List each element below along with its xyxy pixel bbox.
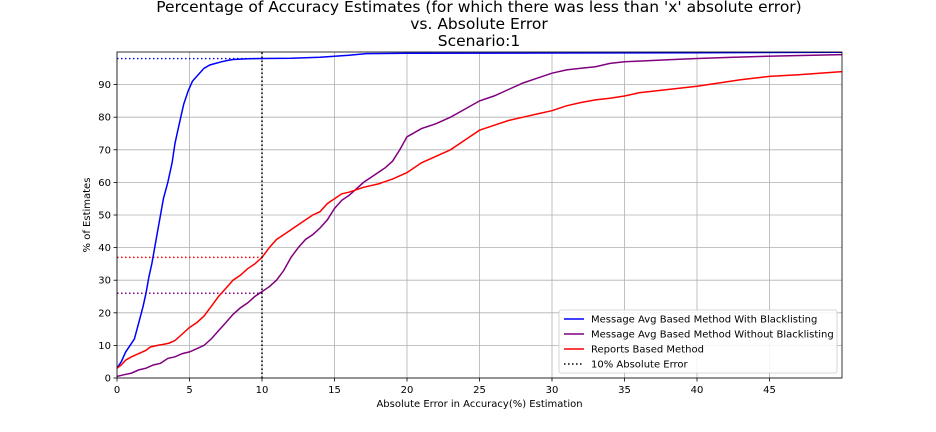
x-tick-label-2: 10 [256, 385, 269, 396]
plot-area [117, 52, 842, 378]
series-line-1 [117, 53, 842, 378]
x-axis-label: Absolute Error in Accuracy(%) Estimation [376, 399, 582, 410]
y-tick-label-1: 10 [98, 341, 111, 352]
legend-box [558, 309, 838, 374]
y-tick-label-3: 30 [98, 276, 111, 287]
y-tick-label-8: 80 [98, 113, 111, 124]
y-tick-label-4: 40 [98, 243, 111, 254]
x-tick-label-0: 0 [114, 385, 120, 396]
axis-ticks: 0 5 10 15 20 25 30 35 40 45 0 10 20 30 40 50 60 70 80 90 [98, 80, 776, 396]
y-tick-label-7: 70 [98, 145, 111, 156]
y-tick-label-6: 60 [98, 178, 111, 189]
series-line-2 [117, 70, 842, 369]
x-tick-label-3: 15 [328, 385, 341, 396]
x-tick-label-6: 30 [546, 385, 559, 396]
y-tick-label-2: 20 [98, 308, 111, 319]
y-axis-label: % of Estimates [82, 178, 93, 253]
series-line-0 [117, 52, 842, 369]
x-tick-label-1: 5 [186, 385, 192, 396]
chart-title: Percentage of Accuracy Estimates (for wh… [156, 0, 801, 50]
y-tick-label-9: 90 [98, 80, 111, 91]
y-tick-label-5: 50 [98, 211, 111, 222]
x-tick-label-9: 45 [763, 385, 776, 396]
x-tick-label-7: 35 [618, 385, 631, 396]
legend-label-3: 10% Absolute Error [591, 360, 689, 371]
legend-label-1: Message Avg Based Method Without Blackli… [591, 330, 834, 341]
x-tick-label-5: 25 [473, 385, 486, 396]
legend: Message Avg Based Method With Blacklisti… [558, 309, 838, 374]
legend-label-0: Message Avg Based Method With Blacklisti… [591, 315, 817, 326]
legend-label-2: Reports Based Method [591, 345, 704, 356]
title-line-1: Percentage of Accuracy Estimates (for wh… [156, 0, 801, 16]
x-tick-label-4: 20 [401, 385, 414, 396]
title-line-2: vs. Absolute Error [410, 15, 548, 33]
y-tick-label-0: 0 [105, 374, 111, 385]
title-line-3: Scenario:1 [438, 32, 520, 50]
x-tick-label-8: 40 [691, 385, 704, 396]
